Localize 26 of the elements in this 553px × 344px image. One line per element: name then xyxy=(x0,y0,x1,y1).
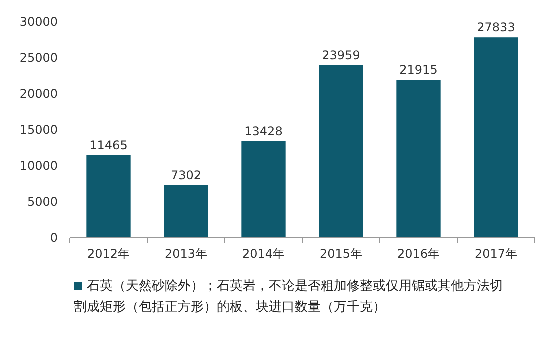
bar xyxy=(474,38,518,238)
data-label: 11465 xyxy=(90,138,128,152)
y-tick-label: 10000 xyxy=(20,159,58,173)
x-tick-label: 2016年 xyxy=(397,247,440,261)
x-tick-label: 2017年 xyxy=(474,247,518,261)
y-tick-label: 20000 xyxy=(20,87,58,101)
y-tick-label: 5000 xyxy=(27,195,58,209)
data-label: 23959 xyxy=(322,48,360,62)
bar xyxy=(396,80,441,238)
bar xyxy=(319,65,364,238)
bar xyxy=(242,141,286,238)
bar xyxy=(164,185,208,238)
x-tick-label: 2014年 xyxy=(242,247,286,261)
bar xyxy=(86,155,131,238)
y-tick-label: 25000 xyxy=(20,51,58,65)
y-tick-label: 0 xyxy=(50,231,58,245)
data-label: 13428 xyxy=(244,124,283,138)
legend-label: 石英（天然砂除外）；石英岩，不论是否粗加修整或仅用锯或其他方法切割成矩形（包括正方形）的板、块进口数量（万千克） xyxy=(74,279,503,315)
x-tick-label: 2013年 xyxy=(164,247,208,261)
x-tick-label: 2015年 xyxy=(320,247,363,261)
y-tick-label: 30000 xyxy=(20,15,58,29)
y-tick-label: 15000 xyxy=(20,123,58,137)
data-label: 27833 xyxy=(477,20,516,35)
data-label: 7302 xyxy=(170,168,202,182)
data-label: 21915 xyxy=(400,63,438,78)
x-tick-label: 2012年 xyxy=(87,247,130,261)
